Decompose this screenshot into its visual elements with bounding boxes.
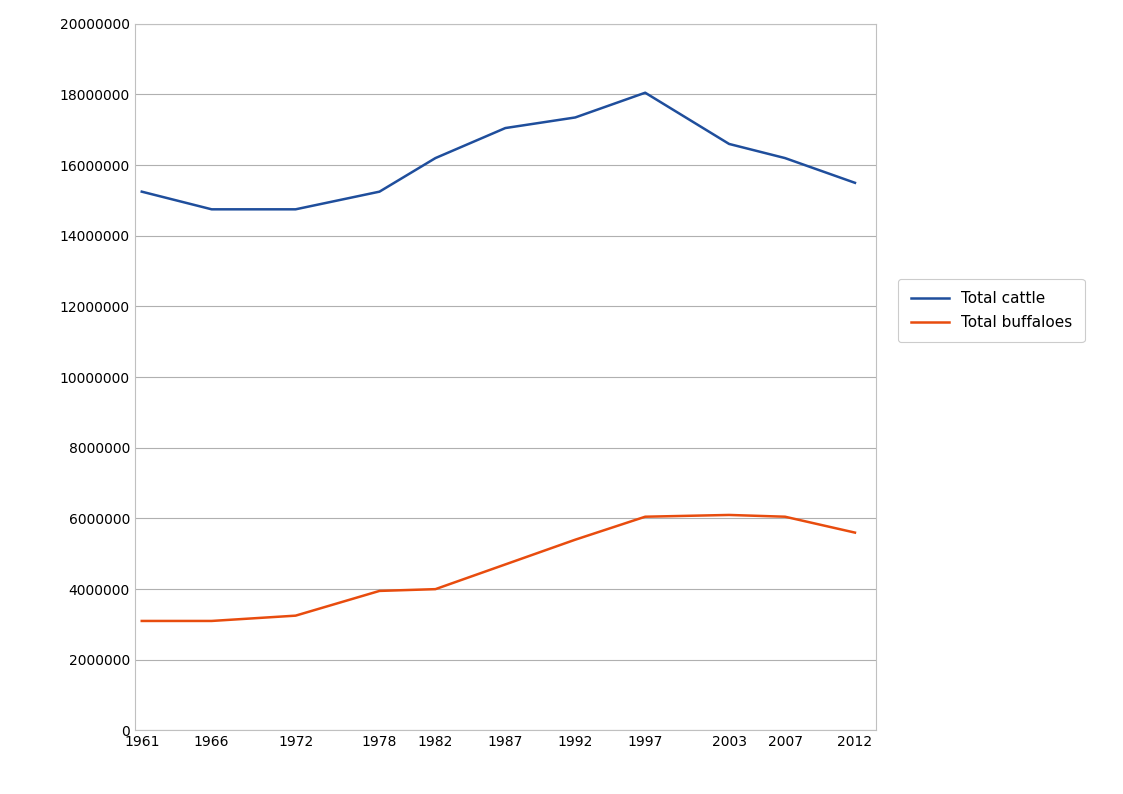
Total cattle bbox=[722, 139, 736, 148]
Total buffaloes bbox=[499, 560, 512, 569]
Total buffaloes bbox=[568, 535, 582, 545]
Total buffaloes bbox=[848, 528, 861, 538]
Total cattle bbox=[499, 123, 512, 133]
Total cattle bbox=[135, 187, 148, 196]
Total buffaloes bbox=[135, 616, 148, 626]
Total cattle bbox=[568, 113, 582, 122]
Total buffaloes bbox=[639, 512, 652, 522]
Total cattle bbox=[429, 153, 442, 163]
Legend: Total cattle, Total buffaloes: Total cattle, Total buffaloes bbox=[898, 279, 1085, 342]
Total cattle bbox=[778, 153, 792, 163]
Line: Total buffaloes: Total buffaloes bbox=[141, 515, 855, 621]
Line: Total cattle: Total cattle bbox=[141, 93, 855, 210]
Total cattle bbox=[289, 205, 302, 214]
Total buffaloes bbox=[429, 584, 442, 594]
Total buffaloes bbox=[722, 511, 736, 520]
Total buffaloes bbox=[778, 512, 792, 522]
Total cattle bbox=[373, 187, 386, 196]
Total cattle bbox=[204, 205, 218, 214]
Total cattle bbox=[848, 178, 861, 187]
Total buffaloes bbox=[289, 611, 302, 620]
Total cattle bbox=[639, 88, 652, 98]
Total buffaloes bbox=[373, 586, 386, 596]
Total buffaloes bbox=[204, 616, 218, 626]
